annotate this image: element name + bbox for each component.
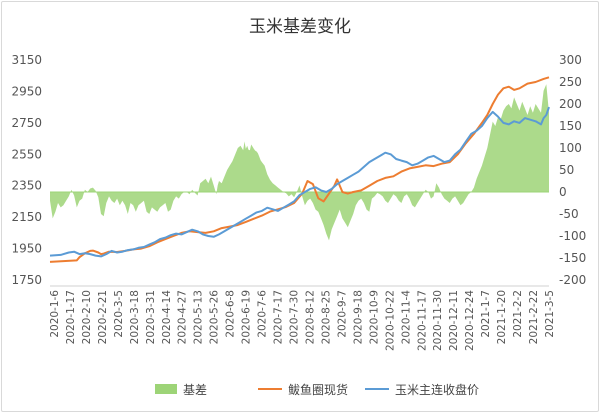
x-tick-label: 2020-7-30 xyxy=(289,290,301,344)
series-basis-area xyxy=(50,84,549,241)
x-tick-label: 2021-3-5 xyxy=(544,290,556,338)
y-right-tick-label: -200 xyxy=(559,273,586,287)
x-tick-label: 2020-5-13 xyxy=(193,290,205,344)
x-tick-label: 2020-6-8 xyxy=(225,290,237,338)
y-right-tick-label: 300 xyxy=(559,53,582,67)
y-right-tick-label: 0 xyxy=(559,185,567,199)
x-tick-label: 2020-12-24 xyxy=(464,290,476,351)
x-tick-label: 2020-5-26 xyxy=(209,290,221,345)
y-left-tick-label: 2550 xyxy=(11,147,42,161)
x-tick-label: 2020-7-6 xyxy=(257,290,269,338)
legend-item: 基差 xyxy=(155,383,207,397)
x-tick-label: 2020-2-10 xyxy=(81,290,93,344)
legend-label: 玉米主连收盘价 xyxy=(395,382,479,397)
y-right-tick-label: 100 xyxy=(559,141,582,155)
legend-label: 基差 xyxy=(183,383,207,397)
x-tick-label: 2020-8-12 xyxy=(304,290,316,344)
x-tick-label: 2020-4-27 xyxy=(177,290,189,344)
x-tick-label: 2020-11-4 xyxy=(400,290,412,345)
y-right-tick-label: 250 xyxy=(559,75,582,89)
x-tick-label: 2020-6-19 xyxy=(241,290,253,344)
y-left-tick-label: 1750 xyxy=(11,273,42,287)
y-left-tick-label: 2950 xyxy=(11,84,42,98)
x-tick-label: 2020-10-9 xyxy=(368,290,380,344)
x-tick-label: 2021-2-22 xyxy=(528,290,540,344)
x-tick-label: 2020-7-17 xyxy=(273,290,285,344)
x-tick-label: 2020-10-22 xyxy=(384,290,396,351)
y-right-tick-label: 150 xyxy=(559,119,582,133)
y-right-tick-label: 200 xyxy=(559,97,582,111)
x-tick-label: 2020-8-25 xyxy=(320,290,332,344)
x-tick-label: 2021-2-2 xyxy=(512,290,524,338)
chart-title: 玉米基差变化 xyxy=(249,17,351,37)
y-left-tick-label: 1950 xyxy=(11,242,42,256)
x-tick-label: 2020-11-17 xyxy=(416,290,428,351)
x-tick-label: 2020-1-6 xyxy=(49,290,61,338)
axes-layer: 1750 1950 2150 2350 2550 2750 2950 3150 -200 -150… xyxy=(11,53,586,351)
x-tick-label: 2020-9-7 xyxy=(336,290,348,338)
y-right-tick-label: -100 xyxy=(559,229,586,243)
y-left-tick-label: 2750 xyxy=(11,116,42,130)
x-tick-label: 2020-3-18 xyxy=(129,290,141,344)
price-lines-layer xyxy=(49,76,550,263)
legend-item: 玉米主连收盘价 xyxy=(365,382,479,397)
y-right-tick-label: -50 xyxy=(559,207,579,221)
x-tick-label: 2021-1-20 xyxy=(496,290,508,344)
x-tick-label: 2020-2-21 xyxy=(97,290,109,344)
y-right-tick-label: 50 xyxy=(559,163,574,177)
series-bayuquan-spot-line xyxy=(49,76,550,263)
legend-swatch xyxy=(155,384,177,394)
series-corn-main-contract-line xyxy=(49,106,550,258)
x-tick-label: 2021-1-7 xyxy=(480,290,492,338)
y-right-tick-label: -150 xyxy=(559,251,586,265)
x-tick-label: 2020-11-30 xyxy=(432,290,444,351)
x-tick-label: 2020-1-17 xyxy=(65,290,77,344)
legend-label: 鲅鱼圈现货 xyxy=(288,382,348,397)
x-tick-label: 2020-4-14 xyxy=(161,290,173,345)
legend-item: 鲅鱼圈现货 xyxy=(258,382,348,397)
x-tick-label: 2020-9-18 xyxy=(352,290,364,344)
x-tick-label: 2020-3-5 xyxy=(113,290,125,338)
basis-area-layer xyxy=(50,84,549,241)
y-left-tick-label: 3150 xyxy=(11,53,42,67)
y-left-tick-label: 2350 xyxy=(11,179,42,193)
x-tick-label: 2020-12-11 xyxy=(448,290,460,351)
x-tick-label: 2020-3-31 xyxy=(145,290,157,344)
legend: 基差 鲅鱼圈现货 玉米主连收盘价 xyxy=(155,382,479,397)
y-left-tick-label: 2150 xyxy=(11,210,42,224)
